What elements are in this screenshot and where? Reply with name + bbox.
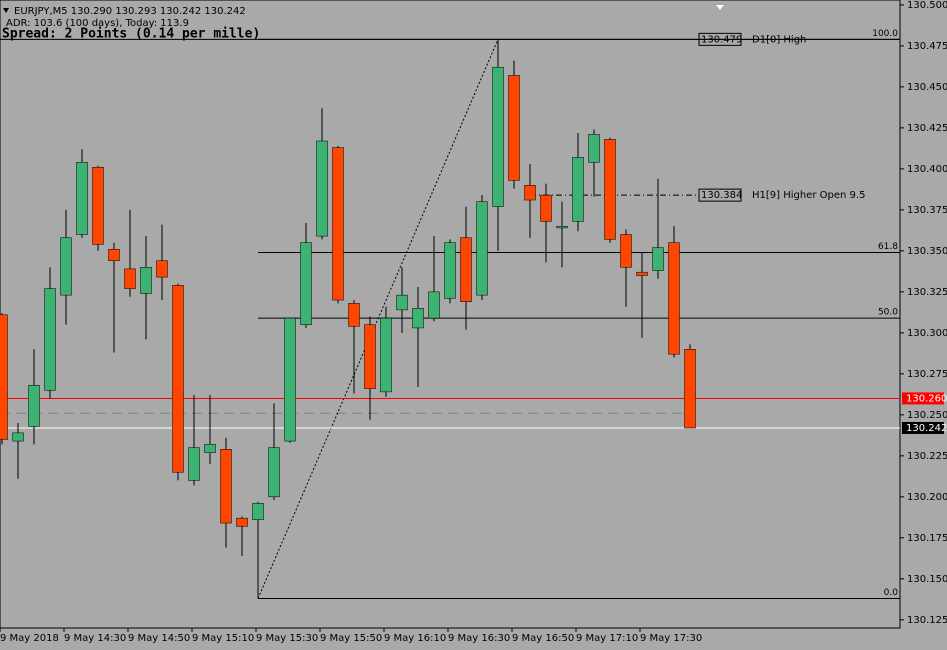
- candle-body: [364, 324, 376, 389]
- y-tick-label: 130.300: [907, 328, 947, 339]
- x-tick-label: 9 May 15:30: [256, 633, 318, 644]
- level-box: [698, 32, 742, 46]
- adr: ADR: 103.6 (100 days), Today: 113.9: [6, 18, 189, 29]
- candle-body: [348, 303, 360, 327]
- candle-body: [268, 447, 280, 498]
- y-tick-label: 130.475: [907, 41, 947, 52]
- candle-body: [396, 294, 408, 311]
- y-tick-label: 130.275: [907, 369, 947, 380]
- x-tick-label: 9 May 15:10: [192, 633, 254, 644]
- candle-body: [604, 139, 616, 240]
- x-tick-label: 9 May 14:50: [128, 633, 190, 644]
- candle-body: [236, 517, 248, 527]
- candle-body: [428, 291, 440, 319]
- candle-body: [124, 268, 136, 289]
- candle-body: [492, 66, 504, 207]
- x-tick-label: 9 May 17:30: [640, 633, 702, 644]
- candle-body: [588, 134, 600, 163]
- candle-body: [204, 444, 216, 453]
- candle-body: [524, 185, 536, 201]
- candle-body: [300, 242, 312, 325]
- candle-body: [652, 247, 664, 271]
- candle-body: [172, 285, 184, 473]
- candle-body: [220, 449, 232, 524]
- y-tick-label: 130.375: [907, 205, 947, 216]
- candle-body: [668, 242, 680, 355]
- scroll-marker: [716, 5, 724, 10]
- y-tick-label: 130.200: [907, 492, 947, 503]
- level-box: [698, 188, 742, 202]
- candle-body: [332, 147, 344, 301]
- x-tick-label: 9 May 14:30: [64, 633, 126, 644]
- candle-body: [316, 140, 328, 237]
- menu-arrow: [3, 8, 9, 13]
- price-tag-label: 130.260: [906, 393, 947, 404]
- fib-label: 61.8: [878, 242, 898, 252]
- spread: Spread: 2 Points (0.14 per mille): [2, 27, 260, 42]
- y-tick-label: 130.325: [907, 287, 947, 298]
- candle-body: [12, 432, 24, 442]
- header: EURJPY,M5 130.290 130.293 130.242 130.24…: [14, 6, 246, 17]
- level-value: 130.384: [701, 190, 742, 201]
- price-tag: [902, 392, 944, 405]
- y-tick-label: 130.425: [907, 123, 947, 134]
- fib-label: 0.0: [884, 588, 899, 598]
- price-tag-label: 130.242: [906, 423, 947, 434]
- candle-body: [636, 271, 648, 276]
- plot-area: [0, 0, 901, 629]
- candle-body: [108, 248, 120, 261]
- y-tick-label: 130.350: [907, 246, 947, 257]
- candle-body: [76, 162, 88, 235]
- candle-body: [140, 267, 152, 294]
- candle-body: [572, 157, 584, 222]
- candle-body: [252, 503, 264, 521]
- candle-body: [380, 317, 392, 393]
- x-tick-label: 9 May 15:50: [320, 633, 382, 644]
- fib-label: 50.0: [878, 308, 898, 318]
- y-tick-label: 130.175: [907, 533, 947, 544]
- candle-body: [556, 226, 568, 229]
- level-name: D1[0] High: [752, 34, 806, 45]
- candle-body: [92, 166, 104, 245]
- candle-body: [444, 242, 456, 299]
- y-tick-label: 130.125: [907, 615, 947, 626]
- candle-body: [44, 288, 56, 391]
- candle-body: [508, 75, 520, 181]
- y-tick-label: 130.450: [907, 82, 947, 93]
- y-tick-label: 130.400: [907, 164, 947, 175]
- y-tick-label: 130.500: [907, 0, 947, 11]
- x-tick-label: 9 May 16:50: [512, 633, 574, 644]
- x-tick-label: 9 May 16:30: [448, 633, 510, 644]
- candle-body: [188, 447, 200, 481]
- candle-body: [540, 194, 552, 222]
- level-name: H1[9] Higher Open 9.5: [752, 190, 865, 201]
- candle-body: [412, 308, 424, 329]
- x-tick-label: 9 May 17:10: [576, 633, 638, 644]
- candle-body: [28, 385, 40, 427]
- level-value: 130.479: [701, 34, 742, 45]
- candle-body: [460, 237, 472, 302]
- y-tick-label: 130.225: [907, 451, 947, 462]
- candle-body: [684, 349, 696, 429]
- price-tag: [902, 421, 944, 434]
- candle-body: [60, 237, 72, 296]
- x-tick-label: 9 May 2018: [0, 633, 59, 644]
- candle-body: [284, 317, 296, 442]
- trend-line: [257, 39, 499, 599]
- y-tick-label: 130.150: [907, 574, 947, 585]
- fib-label: 100.0: [872, 29, 898, 39]
- candle-body: [156, 260, 168, 278]
- candle-body: [476, 201, 488, 296]
- x-tick-label: 9 May 16:10: [384, 633, 446, 644]
- candle-body: [0, 314, 8, 440]
- candle-body: [620, 234, 632, 268]
- y-tick-label: 130.250: [907, 410, 947, 421]
